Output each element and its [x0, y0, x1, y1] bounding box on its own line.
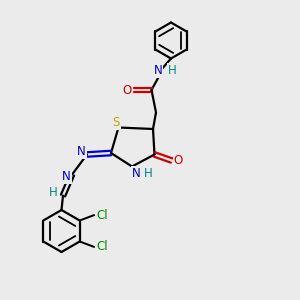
Text: N: N: [77, 145, 86, 158]
Text: Cl: Cl: [97, 208, 108, 222]
Text: O: O: [174, 154, 183, 167]
Text: H: H: [49, 186, 58, 199]
Text: N: N: [154, 64, 163, 77]
Text: H: H: [167, 64, 176, 77]
Text: N: N: [132, 167, 141, 180]
Text: O: O: [122, 83, 131, 97]
Text: Cl: Cl: [97, 240, 108, 254]
Text: S: S: [112, 116, 120, 129]
Text: N: N: [62, 170, 71, 184]
Text: H: H: [144, 167, 153, 180]
